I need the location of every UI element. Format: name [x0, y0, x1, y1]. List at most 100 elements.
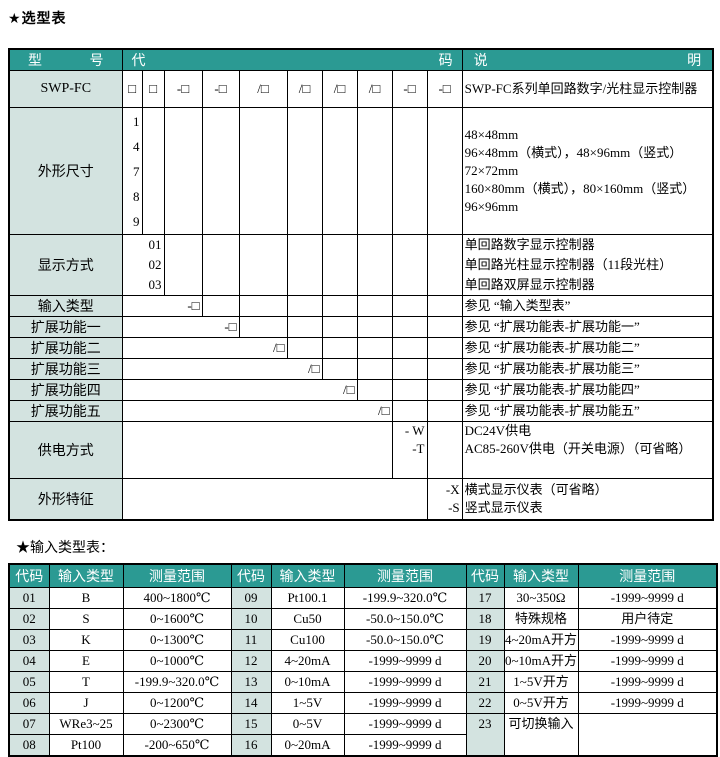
header-input-type: 输入类型: [270, 563, 345, 588]
header-model: 型号: [8, 48, 123, 71]
empty-code-cell: [356, 337, 393, 359]
code-cell: 19: [465, 629, 505, 651]
description-cell: DC24V供电 AC85-260V供电（开关电源）（可省略）: [461, 421, 714, 479]
empty-code-cell: [426, 337, 463, 359]
code-cell: 01 02 03: [121, 234, 165, 296]
input-type-cell: 0~5V: [270, 713, 345, 735]
empty-code-cell: [121, 478, 428, 521]
code-cell: 11: [230, 629, 272, 651]
row-ext-function-4: 扩展功能四 /□ 参见 “扩展功能表-扩展功能四”: [8, 379, 714, 401]
row-model: SWP-FC □ □ -□ -□ /□ /□ /□ /□ -□ -□ SWP-F…: [8, 70, 714, 108]
header-range: 测量范围: [343, 563, 467, 588]
empty-code-cell: [286, 316, 323, 338]
range-cell: 用户待定: [577, 608, 718, 630]
code-cell: -□: [201, 70, 240, 108]
empty-code-cell: [391, 316, 428, 338]
input-type-cell: 特殊规格: [503, 608, 579, 630]
input-type-cell: Pt100: [48, 734, 124, 757]
empty-code-cell: [391, 107, 428, 235]
empty-code-cell: [121, 421, 393, 479]
empty-code-cell: [356, 316, 393, 338]
input-type-cell: Pt100.1: [270, 587, 345, 609]
code-cell: 23: [465, 713, 505, 757]
input-type-cell: B: [48, 587, 124, 609]
empty-code-cell: [426, 379, 463, 401]
code-cell: 13: [230, 671, 272, 693]
input-type-cell: J: [48, 692, 124, 714]
description-cell: 48×48mm 96×48mm（横式），48×96mm（竖式） 72×72mm …: [461, 107, 714, 235]
code-cell: /□: [121, 358, 323, 380]
code-cell: 01: [8, 587, 50, 609]
range-cell: 0~1200℃: [122, 692, 232, 714]
row-ext-function-2: 扩展功能二 /□ 参见 “扩展功能表-扩展功能二”: [8, 337, 714, 359]
table-row: 04 E 0~1000℃ 12 4~20mA -1999~9999 d 20 0…: [8, 650, 718, 672]
range-cell: -50.0~150.0℃: [343, 629, 467, 651]
empty-code-cell: [426, 358, 463, 380]
input-type-cell: WRe3~25: [48, 713, 124, 735]
input-type-table-title: ★输入类型表：: [16, 537, 720, 557]
input-type-cell: 可切换输入: [503, 713, 579, 757]
description-cell: 参见 “扩展功能表-扩展功能三”: [461, 358, 714, 380]
empty-code-cell: [391, 337, 428, 359]
input-type-cell: 0~10mA: [270, 671, 345, 693]
empty-code-cell: [321, 107, 358, 235]
range-cell: -1999~9999 d: [343, 650, 467, 672]
input-type-cell: 1~5V: [270, 692, 345, 714]
header-description: 说明: [461, 48, 714, 71]
range-cell: -50.0~150.0℃: [343, 608, 467, 630]
row-size: 外形尺寸 1 4 7 8 9 48×48mm 96×48mm（横式），48×96…: [8, 107, 714, 235]
code-cell: 10: [230, 608, 272, 630]
code-cell: -□: [426, 70, 463, 108]
code-cell: 07: [8, 713, 50, 735]
empty-code-cell: [391, 234, 428, 296]
description-cell: 横式显示仪表（可省略） 竖式显示仪表: [461, 478, 714, 521]
code-cell: 05: [8, 671, 50, 693]
header-code: 代码: [8, 563, 50, 588]
empty-code-cell: [426, 421, 463, 479]
range-cell: -200~650℃: [122, 734, 232, 757]
header-code: 代码: [121, 48, 463, 71]
range-cell: -1999~9999 d: [343, 671, 467, 693]
empty-code-cell: [163, 107, 203, 235]
row-label: 扩展功能三: [8, 358, 123, 380]
t2-header-row: 代码 输入类型 测量范围 代码 输入类型 测量范围 代码 输入类型 测量范围: [8, 563, 718, 588]
code-cell: 1 4 7 8 9: [121, 107, 143, 235]
range-cell: -1999~9999 d: [577, 629, 718, 651]
code-cell: 17: [465, 587, 505, 609]
empty-code-cell: [321, 316, 358, 338]
input-type-cell: E: [48, 650, 124, 672]
empty-code-cell: [238, 234, 288, 296]
row-ext-function-3: 扩展功能三 /□ 参见 “扩展功能表-扩展功能三”: [8, 358, 714, 380]
input-type-cell: 4~20mA开方: [503, 629, 579, 651]
row-label: 输入类型: [8, 295, 123, 317]
empty-code-cell: [356, 234, 393, 296]
empty-code-cell: [163, 234, 203, 296]
range-cell: -1999~9999 d: [343, 713, 467, 735]
star-icon: ★: [16, 541, 30, 556]
input-type-cell: 4~20mA: [270, 650, 345, 672]
table-row: 07 WRe3~25 0~2300℃ 15 0~5V -1999~9999 d …: [8, 713, 718, 757]
code-cell: -□: [121, 295, 203, 317]
code-cell: /□: [321, 70, 358, 108]
empty-code-cell: [286, 234, 323, 296]
range-cell: -1999~9999 d: [577, 650, 718, 672]
row-ext-function-5: 扩展功能五 /□ 参见 “扩展功能表-扩展功能五”: [8, 400, 714, 422]
input-type-cell: S: [48, 608, 124, 630]
row-ext-function-1: 扩展功能一 -□ 参见 “扩展功能表-扩展功能一”: [8, 316, 714, 338]
row-label: 外形特征: [8, 478, 123, 521]
empty-code-cell: [238, 295, 288, 317]
range-cell: 0~2300℃: [122, 713, 232, 735]
code-cell: 15: [230, 713, 272, 735]
description-cell: SWP-FC系列单回路数字/光柱显示控制器: [461, 70, 714, 108]
row-shape-feature: 外形特征 -X -S 横式显示仪表（可省略） 竖式显示仪表: [8, 478, 714, 521]
input-type-table-title-text: 输入类型表：: [30, 541, 114, 556]
empty-code-cell: [356, 379, 393, 401]
description-cell: 参见 “扩展功能表-扩展功能一”: [461, 316, 714, 338]
header-code: 代码: [230, 563, 272, 588]
description-cell: 参见 “扩展功能表-扩展功能二”: [461, 337, 714, 359]
range-cell: -1999~9999 d: [343, 692, 467, 714]
empty-code-cell: [201, 295, 240, 317]
row-label: 供电方式: [8, 421, 123, 479]
row-display-mode: 显示方式 01 02 03 单回路数字显示控制器 单回路光柱显示控制器（11段光…: [8, 234, 714, 296]
range-cell: -1999~9999 d: [577, 587, 718, 609]
